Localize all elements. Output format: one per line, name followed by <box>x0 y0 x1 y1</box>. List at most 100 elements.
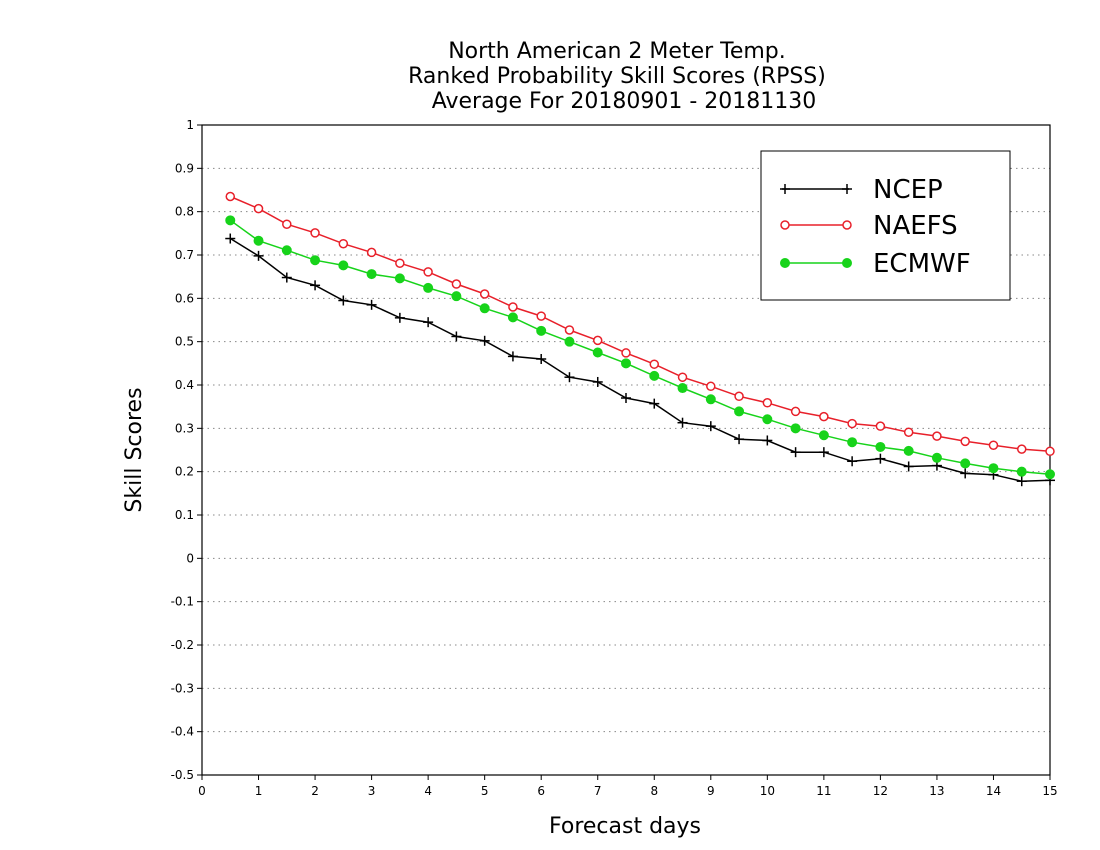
data-point-ecmwf <box>705 394 716 405</box>
legend-label-ncep: NCEP <box>873 175 943 205</box>
legend-item-naefs: NAEFS <box>780 211 958 241</box>
data-point-ecmwf <box>875 441 886 452</box>
legend-label-ecmwf: ECMWF <box>873 249 971 279</box>
y-tick-label: 0.7 <box>175 248 194 262</box>
data-point-ecmwf <box>649 370 660 381</box>
data-point-ncep <box>479 335 490 346</box>
data-point-naefs <box>847 418 857 429</box>
x-tick-label: 9 <box>707 784 715 798</box>
title-line-3: Average For 20180901 - 20181130 <box>432 89 817 114</box>
data-point-ncep <box>451 331 462 342</box>
data-point-ncep <box>960 468 971 479</box>
data-point-naefs <box>677 372 688 382</box>
data-point-naefs <box>564 325 575 335</box>
legend-marker-naefs <box>842 220 852 230</box>
data-point-ncep <box>253 250 264 261</box>
data-point-naefs <box>253 203 264 214</box>
x-tick-label: 0 <box>198 784 206 798</box>
legend-marker-ncep <box>842 184 852 194</box>
x-tick-label: 7 <box>594 784 602 798</box>
legend-marker-ecmwf <box>842 258 852 268</box>
data-point-ncep <box>225 233 236 244</box>
data-point-naefs <box>819 411 829 422</box>
x-tick-label: 1 <box>255 784 263 798</box>
title-line-2: Ranked Probability Skill Scores (RPSS) <box>408 64 826 89</box>
y-tick-label: 0.8 <box>175 205 194 219</box>
data-point-naefs <box>592 335 603 346</box>
data-point-ncep <box>677 417 688 428</box>
y-tick-label: -0.4 <box>171 725 194 739</box>
data-point-ecmwf <box>621 358 631 369</box>
data-point-ecmwf <box>931 452 942 463</box>
series-naefs <box>225 191 1055 457</box>
legend-marker-ncep <box>780 184 790 194</box>
chart-title: North American 2 Meter Temp. Ranked Prob… <box>408 39 826 114</box>
data-point-ncep <box>903 461 914 472</box>
data-point-ecmwf <box>394 273 405 284</box>
series-ncep <box>225 233 1055 487</box>
data-point-ecmwf <box>310 255 321 266</box>
data-point-ncep <box>847 456 858 467</box>
data-point-naefs <box>932 431 942 441</box>
data-point-naefs <box>310 228 320 238</box>
data-point-ncep <box>394 312 405 323</box>
data-point-ncep <box>705 421 716 432</box>
series-line-naefs <box>230 195 1051 453</box>
data-point-naefs <box>790 406 801 417</box>
data-point-naefs <box>366 247 377 258</box>
data-point-ncep <box>310 280 321 291</box>
x-tick-label: 4 <box>424 784 432 798</box>
x-tick-label: 2 <box>311 784 319 798</box>
data-point-naefs <box>395 258 405 268</box>
data-point-naefs <box>225 191 236 202</box>
data-point-ecmwf <box>592 347 603 358</box>
data-point-ncep <box>592 376 603 387</box>
data-point-naefs <box>508 302 518 312</box>
y-axis: 1 0.9 0.8 0.7 0.6 0.5 0.4 0.3 0.2 0.1 0 -0.1 -0.2 -0.… <box>171 118 202 782</box>
y-tick-label: 1 <box>186 118 194 132</box>
data-point-naefs <box>960 436 970 447</box>
x-tick-label: 14 <box>986 784 1001 798</box>
y-tick-label: -0.3 <box>171 681 194 695</box>
data-point-ncep <box>875 453 886 464</box>
data-point-naefs <box>762 398 773 408</box>
data-point-naefs <box>479 289 490 299</box>
legend-label-naefs: NAEFS <box>873 211 958 241</box>
title-line-1: North American 2 Meter Temp. <box>448 39 786 64</box>
x-tick-label: 8 <box>650 784 658 798</box>
data-point-ncep <box>366 299 377 310</box>
data-point-naefs <box>706 381 716 392</box>
data-point-ecmwf <box>903 445 914 456</box>
data-point-ecmwf <box>564 336 575 347</box>
data-point-ecmwf <box>423 282 434 293</box>
data-point-naefs <box>1016 444 1027 454</box>
legend-item-ecmwf: ECMWF <box>780 249 971 279</box>
data-point-ecmwf <box>988 463 999 474</box>
data-point-ecmwf <box>847 437 858 448</box>
legend: NCEP NAEFS ECMWF <box>760 150 1011 301</box>
data-point-ncep <box>734 434 745 445</box>
data-point-ncep <box>507 351 518 362</box>
data-point-ecmwf <box>225 215 236 226</box>
series-lines <box>225 191 1055 487</box>
y-tick-label: 0.9 <box>175 161 194 175</box>
data-point-ncep <box>818 447 829 458</box>
x-tick-label: 12 <box>873 784 888 798</box>
data-point-ecmwf <box>734 406 745 417</box>
data-point-ncep <box>564 372 575 383</box>
data-point-naefs <box>338 238 349 249</box>
data-point-ecmwf <box>677 383 688 394</box>
legend-item-ncep: NCEP <box>780 175 943 205</box>
data-point-ecmwf <box>479 303 490 314</box>
x-tick-label: 15 <box>1042 784 1057 798</box>
y-tick-label: 0.2 <box>175 465 194 479</box>
series-ecmwf <box>225 215 1055 480</box>
x-axis: 0 1 2 3 4 5 6 7 8 9 10 11 12 13 14 15 <box>198 775 1058 798</box>
data-point-ecmwf <box>338 260 349 271</box>
legend-marker-ecmwf <box>780 258 790 268</box>
data-point-ecmwf <box>818 430 829 441</box>
x-axis-label: Forecast days <box>549 814 701 839</box>
y-tick-label: 0.1 <box>175 508 194 522</box>
x-tick-label: 5 <box>481 784 489 798</box>
